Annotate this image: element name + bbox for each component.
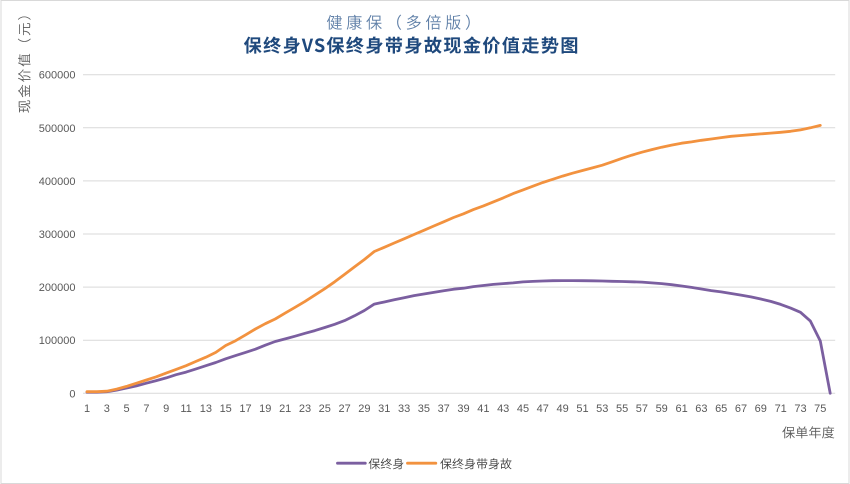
svg-text:45: 45 (517, 403, 529, 415)
svg-text:41: 41 (477, 403, 489, 415)
svg-text:31: 31 (378, 403, 390, 415)
svg-text:43: 43 (497, 403, 509, 415)
svg-text:5: 5 (124, 403, 130, 415)
svg-text:27: 27 (338, 403, 350, 415)
svg-text:75: 75 (814, 403, 826, 415)
svg-text:15: 15 (220, 403, 232, 415)
svg-text:23: 23 (299, 403, 311, 415)
svg-text:1: 1 (84, 403, 90, 415)
svg-text:500000: 500000 (39, 123, 76, 135)
svg-text:25: 25 (319, 403, 331, 415)
svg-text:3: 3 (104, 403, 110, 415)
svg-text:49: 49 (556, 403, 568, 415)
svg-text:600000: 600000 (39, 70, 76, 82)
svg-text:19: 19 (259, 403, 271, 415)
svg-text:47: 47 (537, 403, 549, 415)
svg-text:53: 53 (596, 403, 608, 415)
svg-text:17: 17 (239, 403, 251, 415)
svg-text:0: 0 (69, 388, 75, 400)
svg-text:69: 69 (755, 403, 767, 415)
svg-text:29: 29 (358, 403, 370, 415)
svg-text:55: 55 (616, 403, 628, 415)
svg-text:73: 73 (794, 403, 806, 415)
svg-text:11: 11 (180, 403, 191, 415)
svg-text:59: 59 (656, 403, 668, 415)
svg-text:7: 7 (143, 403, 149, 415)
svg-text:57: 57 (636, 403, 648, 415)
svg-text:35: 35 (418, 403, 430, 415)
svg-text:61: 61 (675, 403, 687, 415)
svg-text:65: 65 (715, 403, 727, 415)
svg-text:71: 71 (775, 403, 787, 415)
svg-text:200000: 200000 (39, 282, 76, 294)
svg-text:9: 9 (163, 403, 169, 415)
svg-text:300000: 300000 (39, 229, 76, 241)
svg-text:63: 63 (695, 403, 707, 415)
svg-text:100000: 100000 (39, 335, 76, 347)
svg-text:39: 39 (457, 403, 469, 415)
svg-text:37: 37 (438, 403, 450, 415)
svg-text:21: 21 (279, 403, 291, 415)
svg-text:67: 67 (735, 403, 747, 415)
svg-text:51: 51 (576, 403, 588, 415)
svg-text:400000: 400000 (39, 176, 76, 188)
svg-text:13: 13 (200, 403, 212, 415)
svg-text:33: 33 (398, 403, 410, 415)
